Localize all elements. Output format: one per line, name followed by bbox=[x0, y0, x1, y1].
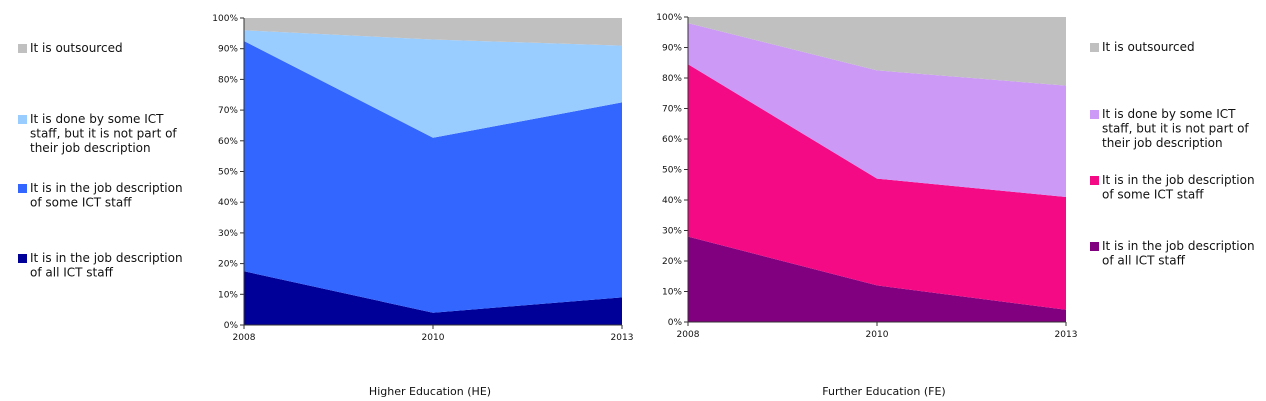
fe-area-chart: 0% 10% 20% 30% 40% 50% 60% 70% 80% 90% 100% 2008 201… bbox=[656, 13, 1254, 398]
he-y-tick-label: 20% bbox=[218, 260, 238, 270]
he-area-it-is-in-the-job-description-of-some-ict-staff bbox=[244, 41, 622, 313]
he-y-tick-label: 60% bbox=[218, 137, 238, 147]
fe-area-it-is-done-by-some-ict-staff-but-it-is-not-part-of-their-job-description bbox=[688, 23, 1066, 197]
he-y-tick-label: 40% bbox=[218, 198, 238, 208]
fe-legend-label-it-is-done-by-some-ict-staff-but-it-is-not-part-of-their-job-description: It is done by some ICT staff, but it is n… bbox=[1102, 107, 1249, 150]
he-legend-swatch-it-is-in-the-job-description-of-all-ict-staff bbox=[18, 254, 27, 263]
fe-legend-label-it-is-in-the-job-description-of-some-ict-staff: It is in the job description of some ICT … bbox=[1102, 173, 1255, 202]
he-y-tick-label: 80% bbox=[218, 75, 238, 85]
fe-legend-label-it-is-outsourced: It is outsourced bbox=[1102, 40, 1195, 54]
he-area-chart: 0% 10% 20% 30% 40% 50% 60% 70% 80% 90% 100% 2008 201… bbox=[18, 14, 633, 398]
fe-y-tick-label: 10% bbox=[662, 288, 682, 298]
fe-legend-swatch-it-is-done-by-some-ict-staff-but-it-is-not-part-of-their-job-description bbox=[1090, 110, 1099, 119]
he-y-tick-label: 0% bbox=[224, 321, 239, 331]
he-legend-swatch-it-is-outsourced bbox=[18, 44, 27, 53]
he-y-tick-label: 100% bbox=[212, 14, 238, 24]
he-y-tick-label: 90% bbox=[218, 45, 238, 55]
he-legend-label-it-is-in-the-job-description-of-some-ict-staff: It is in the job description of some ICT … bbox=[30, 181, 183, 210]
fe-legend-swatch-it-is-in-the-job-description-of-some-ict-staff bbox=[1090, 176, 1099, 185]
he-y-tick-label: 30% bbox=[218, 229, 238, 239]
fe-legend-label-it-is-in-the-job-description-of-all-ict-staff: It is in the job description of all ICT s… bbox=[1102, 239, 1255, 268]
fe-area-it-is-in-the-job-description-of-all-ict-staff bbox=[688, 236, 1066, 322]
he-y-tick-label: 70% bbox=[218, 106, 238, 116]
fe-x-tick-label: 2008 bbox=[677, 330, 700, 340]
fe-legend-swatch-it-is-outsourced bbox=[1090, 43, 1099, 52]
fe-y-tick-label: 100% bbox=[656, 13, 682, 23]
he-legend-label-it-is-in-the-job-description-of-all-ict-staff: It is in the job description of all ICT s… bbox=[30, 251, 183, 280]
he-x-tick-label: 2010 bbox=[422, 333, 445, 343]
he-x-tick-label: 2013 bbox=[611, 333, 634, 343]
fe-area-it-is-outsourced bbox=[688, 17, 1066, 86]
he-area-it-is-outsourced bbox=[244, 18, 622, 46]
fe-y-tick-label: 50% bbox=[662, 166, 682, 176]
fe-y-tick-label: 90% bbox=[662, 44, 682, 54]
fe-legend-swatch-it-is-in-the-job-description-of-all-ict-staff bbox=[1090, 242, 1099, 251]
fe-x-tick-label: 2010 bbox=[866, 330, 889, 340]
he-chart-caption: Higher Education (HE) bbox=[369, 385, 491, 398]
he-legend-swatch-it-is-done-by-some-ict-staff-but-it-is-not-part-of-their-job-description bbox=[18, 115, 27, 124]
fe-y-tick-label: 0% bbox=[668, 318, 683, 328]
fe-y-tick-label: 80% bbox=[662, 74, 682, 84]
he-legend-label-it-is-done-by-some-ict-staff-but-it-is-not-part-of-their-job-description: It is done by some ICT staff, but it is n… bbox=[30, 112, 177, 155]
he-area-it-is-in-the-job-description-of-all-ict-staff bbox=[244, 271, 622, 325]
he-legend-label-it-is-outsourced: It is outsourced bbox=[30, 41, 123, 55]
fe-y-tick-label: 60% bbox=[662, 135, 682, 145]
he-area-it-is-done-by-some-ict-staff-but-it-is-not-part-of-their-job-description bbox=[244, 30, 622, 138]
he-x-tick-label: 2008 bbox=[233, 333, 256, 343]
fe-area-it-is-in-the-job-description-of-some-ict-staff bbox=[688, 64, 1066, 310]
he-legend-swatch-it-is-in-the-job-description-of-some-ict-staff bbox=[18, 184, 27, 193]
fe-y-tick-label: 40% bbox=[662, 196, 682, 206]
fe-y-tick-label: 20% bbox=[662, 257, 682, 267]
fe-y-tick-label: 70% bbox=[662, 105, 682, 115]
he-y-tick-label: 50% bbox=[218, 168, 238, 178]
he-y-tick-label: 10% bbox=[218, 290, 238, 300]
fe-y-tick-label: 30% bbox=[662, 227, 682, 237]
fe-chart-caption: Further Education (FE) bbox=[822, 385, 945, 398]
fe-x-tick-label: 2013 bbox=[1055, 330, 1078, 340]
